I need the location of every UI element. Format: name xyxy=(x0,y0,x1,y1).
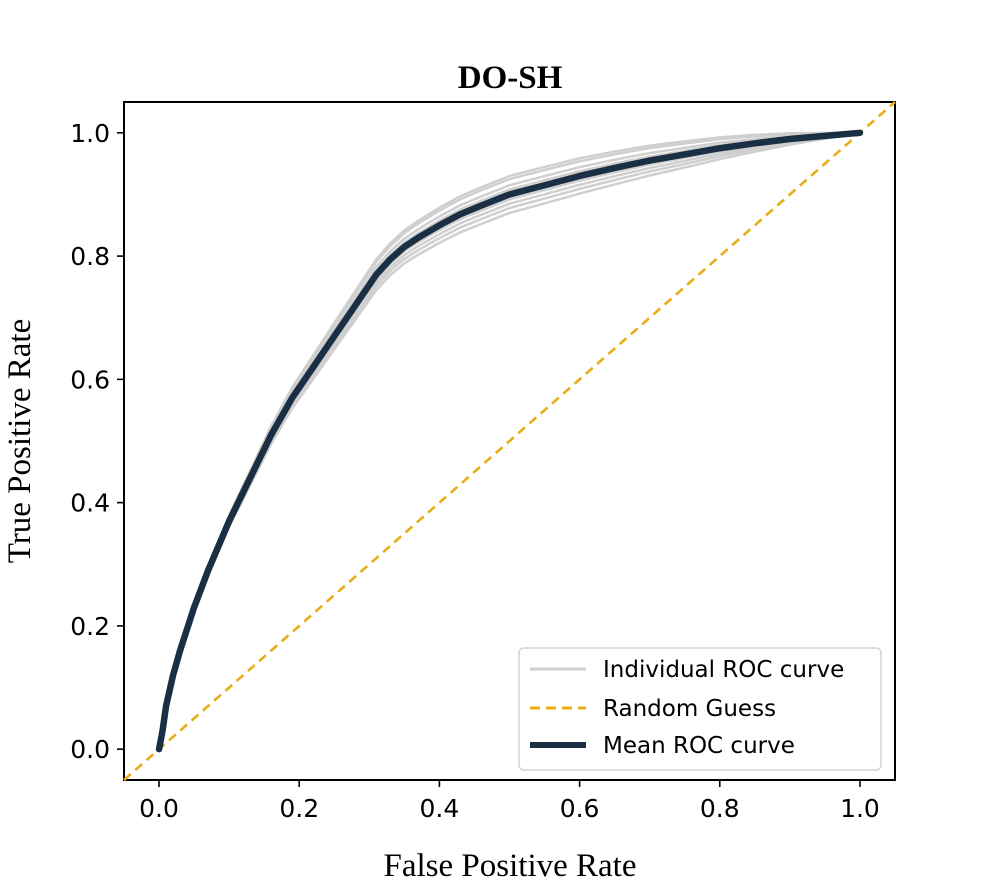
random-guess-layer xyxy=(123,101,896,781)
mean-roc-curve xyxy=(155,129,864,753)
x-axis-ticks: 0.0 0.2 0.4 0.6 0.8 1.0 xyxy=(139,780,880,823)
y-tick-label: 0.2 xyxy=(70,612,110,641)
legend-label-random: Random Guess xyxy=(603,696,776,722)
legend-box xyxy=(518,647,882,771)
y-tick-label: 1.0 xyxy=(70,119,110,148)
x-tick-label: 0.2 xyxy=(279,794,319,823)
x-axis-label: False Positive Rate xyxy=(384,848,637,880)
y-tick-label: 0.0 xyxy=(70,735,110,764)
mean-roc-layer xyxy=(155,129,864,753)
chart-title: DO-SH xyxy=(458,60,563,96)
y-tick-label: 0.6 xyxy=(70,365,110,394)
legend-label-mean: Mean ROC curve xyxy=(603,733,795,759)
x-tick-label: 0.6 xyxy=(560,794,600,823)
x-tick-label: 0.4 xyxy=(420,794,460,823)
x-tick-label: 0.8 xyxy=(700,794,740,823)
y-tick-label: 0.8 xyxy=(70,242,110,271)
x-tick-label: 0.0 xyxy=(139,794,179,823)
axes-frame xyxy=(123,101,896,781)
legend: Individual ROC curve Random Guess Mean R… xyxy=(518,647,882,771)
y-axis-label: True Positive Rate xyxy=(2,319,38,563)
legend-label-individual: Individual ROC curve xyxy=(603,657,844,683)
random-guess-line xyxy=(123,101,896,781)
y-axis-ticks: 0.0 0.2 0.4 0.6 0.8 1.0 xyxy=(70,119,124,764)
plot-area xyxy=(123,101,896,781)
x-tick-label: 1.0 xyxy=(840,794,880,823)
y-tick-label: 0.4 xyxy=(70,489,110,518)
